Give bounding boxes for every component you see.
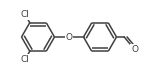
Text: Cl: Cl: [20, 55, 29, 64]
Text: O: O: [131, 45, 138, 54]
Text: O: O: [65, 32, 73, 42]
Text: Cl: Cl: [20, 10, 29, 19]
